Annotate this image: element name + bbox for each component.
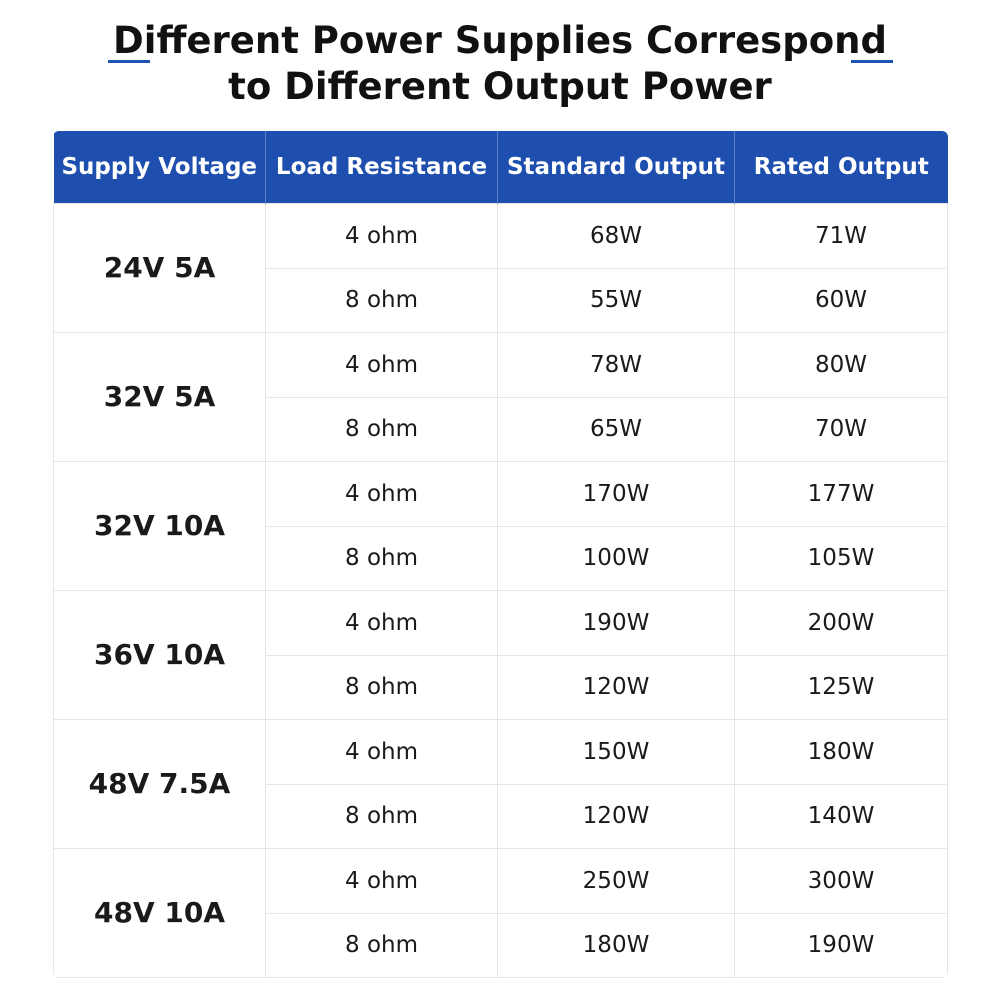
cell: 120W [497, 783, 735, 849]
cell: 70W [734, 396, 948, 462]
cell: 190W [734, 912, 948, 978]
cell: 8 ohm [265, 396, 498, 462]
cell: 80W [734, 332, 948, 398]
table-row: 24V 5A 4 ohm 68W 71W [53, 203, 948, 333]
cell: 4 ohm [265, 461, 498, 527]
cell: 8 ohm [265, 912, 498, 978]
table-row: 48V 7.5A 4 ohm 150W 180W [53, 719, 948, 849]
cell: 150W [497, 719, 735, 785]
header-row: Supply Voltage Load Resistance Standard Ou… [53, 131, 948, 204]
cell: 170W [497, 461, 735, 527]
cell: 78W [497, 332, 735, 398]
table-row: 32V 10A 4 ohm 170W 177W [53, 461, 948, 591]
cell: 68W [497, 203, 735, 269]
title-line: to Different Output Power [228, 65, 772, 108]
supply-voltage: 48V 7.5A [53, 719, 266, 849]
table-row: 8 ohm 120W 125W [54, 654, 948, 720]
table-row: 8 ohm 180W 190W [54, 912, 948, 978]
cell: 180W [734, 719, 948, 785]
cell: 4 ohm [265, 203, 498, 269]
cell: 105W [734, 525, 948, 591]
column-header: Rated Output [734, 131, 948, 204]
table-row: 8 ohm 120W 140W [54, 783, 948, 849]
table-row: 8 ohm 55W 60W [54, 267, 948, 333]
title-decoration [108, 60, 150, 63]
cell: 200W [734, 590, 948, 656]
cell: 8 ohm [265, 525, 498, 591]
supply-voltage: 32V 5A [53, 332, 266, 462]
power-table: Supply Voltage Load Resistance Standard Ou… [53, 131, 948, 978]
table-row: 48V 10A 4 ohm 250W 300W [53, 848, 948, 978]
cell: 300W [734, 848, 948, 914]
cell: 177W [734, 461, 948, 527]
column-header: Load Resistance [265, 131, 498, 204]
table-row: 36V 10A 4 ohm 190W 200W [53, 590, 948, 720]
title-line: Different Power Supplies Correspond [113, 19, 887, 62]
cell: 4 ohm [265, 332, 498, 398]
cell: 140W [734, 783, 948, 849]
cell: 190W [497, 590, 735, 656]
cell: 8 ohm [265, 654, 498, 720]
cell: 120W [497, 654, 735, 720]
cell: 250W [497, 848, 735, 914]
cell: 4 ohm [265, 719, 498, 785]
table-row: 32V 5A 4 ohm 78W 80W [53, 332, 948, 462]
column-header: Supply Voltage [53, 131, 266, 204]
table-body: 24V 5A 4 ohm 68W 71W 8 ohm 55W 60W 32V 5A 4 ohm 7… [53, 203, 948, 978]
table-row: 8 ohm 65W 70W [54, 396, 948, 462]
cell: 100W [497, 525, 735, 591]
supply-voltage: 36V 10A [53, 590, 266, 720]
supply-voltage: 24V 5A [53, 203, 266, 333]
cell: 71W [734, 203, 948, 269]
cell: 65W [497, 396, 735, 462]
cell: 55W [497, 267, 735, 333]
cell: 60W [734, 267, 948, 333]
title-decoration [851, 60, 893, 63]
cell: 125W [734, 654, 948, 720]
cell: 8 ohm [265, 783, 498, 849]
supply-voltage: 32V 10A [53, 461, 266, 591]
supply-voltage: 48V 10A [53, 848, 266, 978]
cell: 8 ohm [265, 267, 498, 333]
cell: 4 ohm [265, 590, 498, 656]
cell: 180W [497, 912, 735, 978]
column-header: Standard Output [497, 131, 735, 204]
title: Different Power Supplies Correspond to D… [0, 18, 1000, 110]
cell: 4 ohm [265, 848, 498, 914]
